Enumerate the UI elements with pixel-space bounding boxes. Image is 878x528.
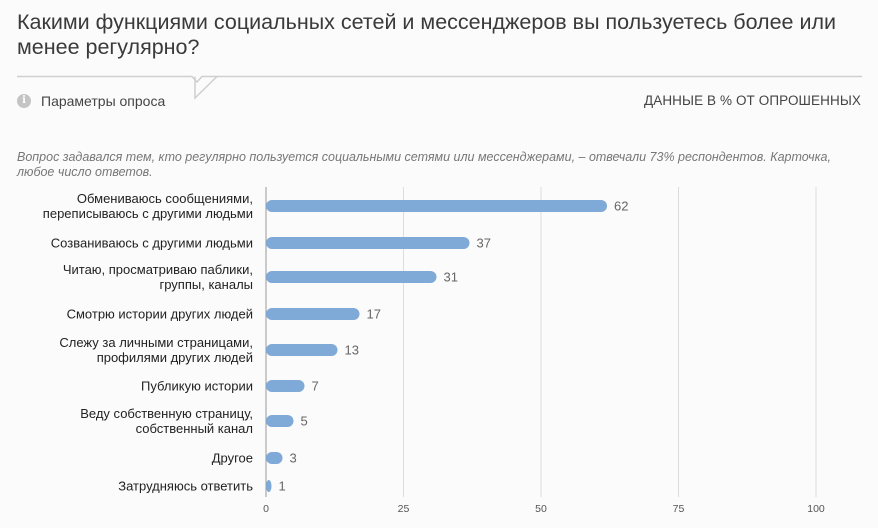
- bar: [266, 271, 437, 283]
- category-label: Другое: [212, 451, 253, 466]
- x-tick-label: 0: [263, 503, 269, 515]
- category-label: Смотрю истории других людей: [67, 307, 253, 322]
- category-label-line: Созваниваюсь с другими людьми: [51, 236, 253, 251]
- data-label: 1: [279, 479, 286, 494]
- category-label-line: Другое: [212, 451, 253, 466]
- category-label: Публикую истории: [141, 379, 253, 394]
- category-label-line: Веду собственную страницу,: [80, 406, 253, 421]
- x-tick-label: 50: [535, 503, 547, 515]
- data-label: 13: [345, 343, 359, 358]
- category-label-line: Затрудняюсь ответить: [118, 479, 253, 494]
- bar: [266, 200, 607, 212]
- survey-parameters-label: Параметры опроса: [41, 93, 166, 109]
- category-label: Читаю, просматриваю паблики, группы, кана…: [63, 262, 253, 292]
- data-label: 5: [301, 414, 308, 429]
- data-label: 3: [290, 451, 297, 466]
- data-label: 37: [477, 236, 491, 251]
- category-label: Веду собственную страницу, собственный ка…: [80, 406, 253, 436]
- bar: [266, 452, 283, 464]
- category-label-line: Публикую истории: [141, 379, 253, 394]
- category-label-line: Обмениваюсь сообщениями,: [77, 191, 253, 206]
- bar: [266, 415, 294, 427]
- data-label: 7: [312, 379, 319, 394]
- data-label: 62: [614, 199, 628, 214]
- category-label-line: Смотрю истории других людей: [67, 307, 253, 322]
- category-label: Затрудняюсь ответить: [118, 479, 253, 494]
- category-label-line: Слежу за личными страницами,: [59, 335, 253, 350]
- category-label: Обмениваюсь сообщениями, переписываюсь с …: [43, 191, 253, 221]
- bar: [266, 237, 470, 249]
- data-label: 17: [367, 307, 381, 322]
- survey-parameters-toggle[interactable]: i Параметры опроса: [17, 92, 165, 110]
- bar: [266, 380, 305, 392]
- bar: [266, 344, 338, 356]
- x-tick-label: 100: [807, 503, 825, 515]
- category-label-line: группы, каналы: [159, 277, 253, 292]
- x-tick-label: 25: [398, 503, 410, 515]
- units-label: ДАННЫЕ В % ОТ ОПРОШЕННЫХ: [643, 93, 861, 108]
- question-note: Вопрос задавался тем, кто регулярно поль…: [17, 150, 831, 179]
- category-label-line: собственный канал: [136, 421, 253, 436]
- bar: [266, 480, 272, 492]
- data-label: 31: [444, 270, 458, 285]
- info-icon: i: [17, 94, 31, 108]
- chart-title: Какими функциями социальных сетей и месс…: [17, 10, 837, 59]
- category-label: Слежу за личными страницами, профилями др…: [59, 335, 253, 365]
- category-label-line: Читаю, просматриваю паблики,: [63, 262, 253, 277]
- category-label-line: профилями других людей: [97, 350, 253, 365]
- category-label-line: переписываюсь с другими людьми: [43, 206, 253, 221]
- x-tick-label: 75: [673, 503, 685, 515]
- category-label: Созваниваюсь с другими людьми: [51, 236, 253, 251]
- bar: [266, 308, 360, 320]
